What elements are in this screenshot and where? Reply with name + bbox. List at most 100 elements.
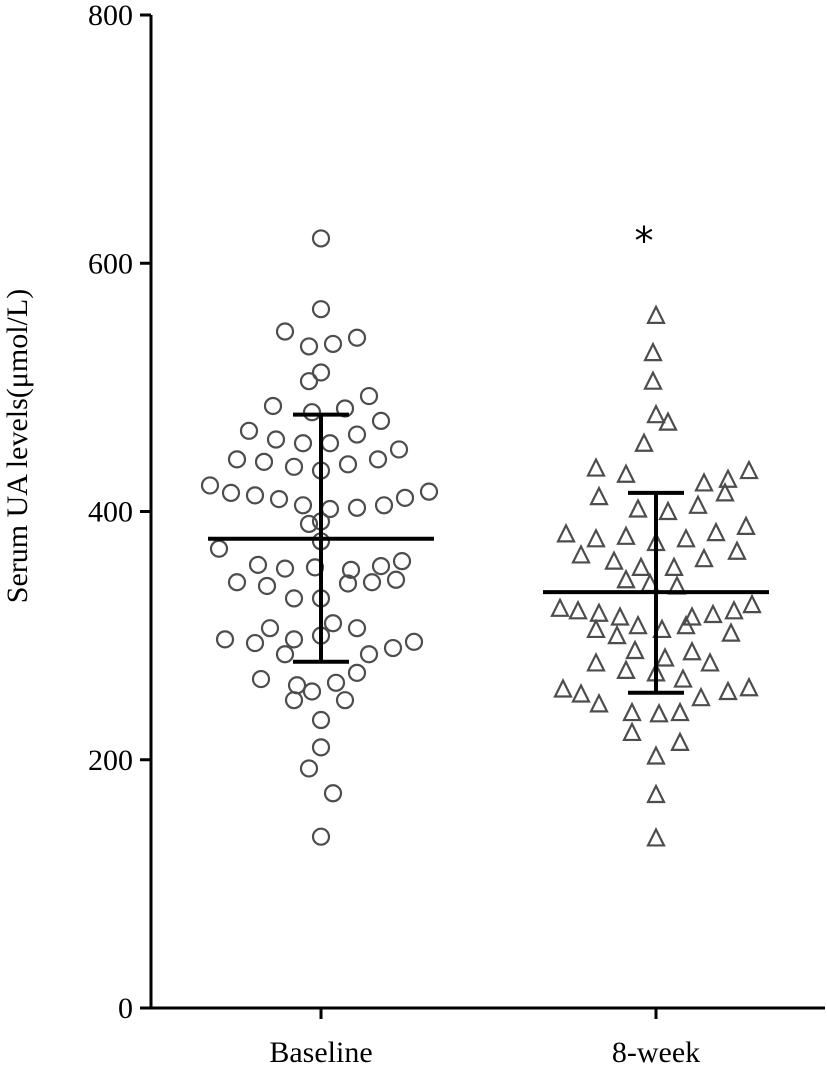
- significance-asterisk: *: [635, 219, 654, 263]
- x-axis-ticks: Baseline 8-week: [269, 1008, 700, 1067]
- baseline-point: [200, 476, 220, 495]
- data-points: [200, 229, 762, 847]
- week8-point: [739, 676, 759, 697]
- week8-point: [610, 606, 630, 626]
- baseline-point: [347, 619, 367, 638]
- baseline-point: [257, 576, 277, 596]
- week8-point: [622, 701, 642, 722]
- baseline-point: [338, 574, 358, 593]
- week8-point: [700, 651, 720, 672]
- y-axis-title: Serum UA levels(μmol/L): [1, 289, 34, 603]
- baseline-point: [359, 386, 379, 406]
- baseline-point: [284, 630, 304, 649]
- baseline-point: [299, 337, 319, 356]
- baseline-point: [347, 663, 367, 682]
- week8-point: [589, 692, 609, 713]
- baseline-point: [371, 411, 391, 430]
- baseline-point: [299, 372, 319, 391]
- baseline-point: [341, 560, 361, 579]
- week8-point: [670, 731, 690, 751]
- baseline-point: [311, 363, 331, 382]
- baseline-point: [221, 483, 241, 502]
- week8-point: [691, 686, 711, 707]
- baseline-point: [293, 496, 313, 515]
- week8-point: [742, 593, 762, 614]
- week8-point: [655, 647, 675, 667]
- week8-point: [646, 304, 666, 324]
- week8-point: [688, 494, 708, 514]
- baseline-point: [263, 396, 283, 416]
- baseline-point: [227, 450, 247, 469]
- week8-point: [571, 543, 591, 564]
- baseline-point: [227, 573, 247, 592]
- baseline-point: [260, 619, 280, 638]
- week8-point: [682, 640, 702, 661]
- week8-point: [607, 624, 627, 645]
- baseline-point: [275, 645, 295, 664]
- baseline-point: [347, 425, 367, 444]
- x-tick-label: Baseline: [269, 1036, 372, 1067]
- baseline-point: [254, 452, 274, 471]
- baseline-point: [368, 450, 388, 469]
- week8-point: [631, 556, 651, 576]
- baseline-point: [386, 570, 406, 589]
- week8-point: [664, 556, 684, 576]
- week8-point: [727, 540, 747, 560]
- week8-point: [586, 618, 606, 639]
- baseline-point: [251, 669, 271, 689]
- week8-point: [739, 459, 759, 480]
- week8-point: [724, 599, 744, 620]
- baseline-point: [347, 498, 367, 517]
- week8-point: [646, 783, 666, 804]
- week8-point: [658, 411, 678, 431]
- week8-point: [649, 702, 669, 723]
- baseline-point: [215, 630, 235, 649]
- week8-point: [682, 606, 702, 626]
- baseline-point: [311, 710, 331, 730]
- baseline-point: [302, 403, 322, 422]
- baseline-point: [362, 573, 382, 592]
- baseline-point: [293, 434, 313, 453]
- week8-point: [616, 568, 636, 589]
- week8-point: [622, 721, 642, 742]
- week8-point: [715, 481, 735, 502]
- annotations: *: [635, 219, 654, 263]
- y-tick-label: 400: [88, 496, 133, 529]
- baseline-point: [395, 488, 415, 507]
- week8-point: [694, 547, 714, 568]
- baseline-point: [299, 514, 319, 534]
- week8-point: [634, 432, 654, 452]
- week8-point: [694, 471, 714, 492]
- baseline-point: [245, 633, 265, 653]
- week8-point: [718, 468, 738, 488]
- week8-point: [718, 680, 738, 701]
- week8-point: [586, 527, 606, 548]
- week8-point: [586, 651, 606, 672]
- week8-point: [556, 522, 576, 543]
- week8-point: [736, 515, 756, 535]
- baseline-point: [392, 552, 412, 571]
- week8-point: [589, 485, 609, 506]
- week8-point: [658, 500, 678, 521]
- baseline-point: [239, 421, 259, 440]
- baseline-point: [323, 784, 343, 803]
- baseline-point: [383, 638, 403, 658]
- baseline-point: [287, 676, 307, 695]
- week8-point: [643, 341, 663, 362]
- week8-point: [568, 599, 588, 620]
- baseline-point: [320, 434, 340, 453]
- baseline-point: [275, 322, 295, 341]
- baseline-point: [245, 486, 265, 505]
- baseline-point: [209, 539, 229, 558]
- baseline-point: [284, 457, 304, 476]
- y-axis-ticks: 0 200 400 600 800: [88, 0, 151, 1025]
- week8-point: [571, 683, 591, 703]
- baseline-point: [269, 489, 289, 509]
- baseline-point: [374, 496, 394, 515]
- week8-point: [553, 678, 573, 698]
- week8-point: [616, 525, 636, 545]
- baseline-point: [302, 682, 322, 701]
- x-tick-label: 8-week: [612, 1036, 700, 1067]
- week8-point: [646, 403, 666, 424]
